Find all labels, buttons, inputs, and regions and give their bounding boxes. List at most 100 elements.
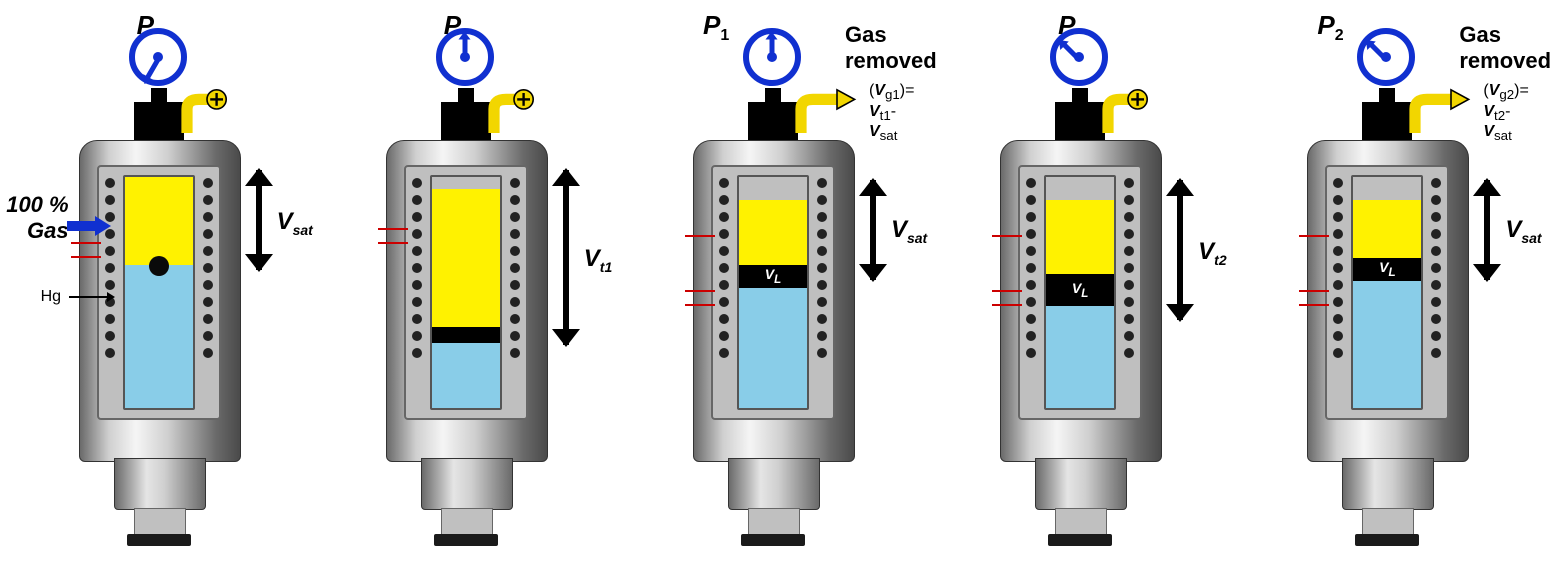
observation-window: VL bbox=[711, 165, 835, 420]
chamber-gas bbox=[125, 177, 193, 265]
stage-2r: P2 Gas removed (Vg2)=Vt2-Vsat VL bbox=[1247, 10, 1537, 570]
label-vg-equation: (Vg1)=Vt1-Vsat bbox=[869, 82, 923, 144]
chamber-hg bbox=[739, 288, 807, 408]
chamber-hg bbox=[125, 265, 193, 408]
cylinder-base bbox=[441, 508, 493, 536]
volume-arrow bbox=[552, 170, 580, 345]
pressure-gauge-icon bbox=[129, 28, 187, 86]
cylinder-base bbox=[748, 508, 800, 536]
label-gas-removed: Gas removed bbox=[845, 22, 937, 74]
valve-block bbox=[1362, 102, 1412, 144]
volume-label: Vsat bbox=[277, 208, 313, 238]
port-column bbox=[508, 171, 522, 414]
observation-window bbox=[404, 165, 528, 420]
cylinder-foot bbox=[434, 534, 498, 546]
pvt-chamber: VL bbox=[1351, 175, 1423, 410]
chamber-gas bbox=[1046, 200, 1114, 274]
thermocouple-leads bbox=[992, 290, 1022, 318]
thermocouple-leads bbox=[1299, 290, 1329, 318]
chamber-gas bbox=[432, 189, 500, 328]
thermocouple-leads bbox=[685, 290, 715, 318]
volume-arrow bbox=[245, 170, 273, 270]
thermocouple-leads bbox=[685, 235, 715, 249]
outlet-pipe-icon bbox=[1104, 90, 1160, 144]
hg-drop bbox=[149, 256, 169, 276]
cylinder-foot bbox=[741, 534, 805, 546]
pressure-label: P1 bbox=[703, 10, 729, 45]
cylinder-neck bbox=[421, 458, 513, 510]
pvt-chamber: VL bbox=[1044, 175, 1116, 410]
chamber-vl: VL bbox=[739, 265, 807, 288]
chamber-hg bbox=[432, 343, 500, 408]
volume-label: Vsat bbox=[1505, 216, 1541, 246]
observation-window: VL bbox=[1325, 165, 1449, 420]
outlet-pipe-icon bbox=[490, 90, 546, 144]
pressure-gauge-icon bbox=[1357, 28, 1415, 86]
cylinder-neck bbox=[728, 458, 820, 510]
label-gas-removed: Gas removed bbox=[1459, 22, 1551, 74]
pvt-chamber: VL bbox=[737, 175, 809, 410]
stage-1: P1 Vt1 bbox=[326, 10, 616, 570]
pvt-chamber bbox=[123, 175, 195, 410]
cylinder-foot bbox=[1355, 534, 1419, 546]
diagram-row: Pd Vsat 100 %Ga bbox=[10, 10, 1546, 572]
chamber-gas bbox=[1353, 200, 1421, 258]
outlet-pipe-icon bbox=[183, 90, 239, 144]
label-100pct-gas: 100 %Gas bbox=[0, 192, 69, 244]
cylinder-neck bbox=[114, 458, 206, 510]
pressure-gauge-icon bbox=[1050, 28, 1108, 86]
port-column bbox=[410, 171, 424, 414]
cylinder-base bbox=[134, 508, 186, 536]
port-column bbox=[815, 171, 829, 414]
valve-block bbox=[1055, 102, 1105, 144]
valve-block bbox=[748, 102, 798, 144]
cylinder-base bbox=[1362, 508, 1414, 536]
volume-label: Vsat bbox=[891, 216, 927, 246]
chamber-vl: VL bbox=[1046, 274, 1114, 306]
chamber-gap bbox=[1046, 177, 1114, 200]
gas-arrow-icon bbox=[67, 216, 111, 236]
cylinder-base bbox=[1055, 508, 1107, 536]
volume-arrow bbox=[1473, 180, 1501, 280]
valve-block bbox=[134, 102, 184, 144]
valve-block bbox=[441, 102, 491, 144]
chamber-hg bbox=[1353, 281, 1421, 408]
thermocouple-leads bbox=[992, 235, 1022, 249]
chamber-hg bbox=[1046, 306, 1114, 408]
thermocouple-leads bbox=[1299, 235, 1329, 249]
label-vg-equation: (Vg2)=Vt2-Vsat bbox=[1483, 82, 1537, 144]
volume-arrow bbox=[1166, 180, 1194, 320]
outlet-pipe-icon bbox=[1411, 90, 1467, 144]
chamber-vl: VL bbox=[1353, 258, 1421, 281]
chamber-gas bbox=[739, 200, 807, 265]
port-column bbox=[1429, 171, 1443, 414]
chamber-gap bbox=[739, 177, 807, 200]
stage-d: Pd Vsat 100 %Ga bbox=[19, 10, 309, 570]
observation-window bbox=[97, 165, 221, 420]
hg-arrow-icon bbox=[69, 296, 113, 298]
pressure-gauge-icon bbox=[436, 28, 494, 86]
outlet-pipe-icon bbox=[797, 90, 853, 144]
thermocouple-leads bbox=[378, 228, 408, 256]
port-column bbox=[1024, 171, 1038, 414]
port-column bbox=[1331, 171, 1345, 414]
cylinder-foot bbox=[1048, 534, 1112, 546]
pressure-label: P2 bbox=[1317, 10, 1343, 45]
cylinder-neck bbox=[1035, 458, 1127, 510]
port-column bbox=[201, 171, 215, 414]
volume-label: Vt1 bbox=[584, 245, 612, 275]
chamber-hgsep bbox=[432, 327, 500, 343]
observation-window: VL bbox=[1018, 165, 1142, 420]
chamber-gap bbox=[432, 177, 500, 189]
port-column bbox=[1122, 171, 1136, 414]
volume-label: Vt2 bbox=[1198, 238, 1226, 268]
volume-arrow bbox=[859, 180, 887, 280]
label-hg: Hg bbox=[41, 288, 61, 306]
port-column bbox=[717, 171, 731, 414]
cylinder-foot bbox=[127, 534, 191, 546]
stage-2: P2 VL Vt2 bbox=[940, 10, 1230, 570]
chamber-gap bbox=[1353, 177, 1421, 200]
cylinder-neck bbox=[1342, 458, 1434, 510]
pressure-gauge-icon bbox=[743, 28, 801, 86]
pvt-chamber bbox=[430, 175, 502, 410]
